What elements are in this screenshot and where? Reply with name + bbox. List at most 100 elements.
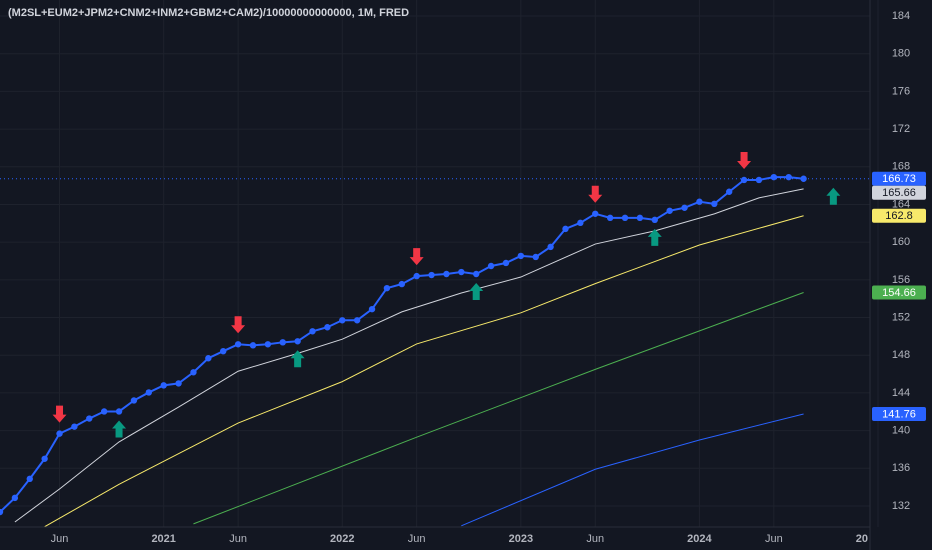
- data-point: [621, 214, 629, 222]
- price-label-box: [872, 185, 926, 200]
- sell-signal: [737, 151, 752, 169]
- data-point: [547, 243, 554, 251]
- data-point: [532, 253, 539, 261]
- data-point: [86, 415, 93, 422]
- y-tick-label: 132: [892, 500, 910, 512]
- x-tick-label: Jun: [229, 533, 247, 545]
- price-label: 154.66: [882, 287, 916, 299]
- y-tick-label: 180: [892, 48, 910, 60]
- data-point: [56, 430, 63, 437]
- data-point: [428, 271, 435, 279]
- data-point: [502, 259, 510, 267]
- data-point: [130, 397, 138, 404]
- buy-signal: [469, 283, 484, 301]
- data-point: [413, 272, 420, 280]
- data-point: [606, 214, 614, 222]
- x-tick-label: 2021: [151, 533, 175, 545]
- data-point: [264, 341, 272, 348]
- y-tick-label: 140: [892, 425, 910, 437]
- y-tick-label: 184: [892, 10, 910, 22]
- data-point: [800, 175, 807, 182]
- data-point: [696, 198, 703, 205]
- y-tick-label: 144: [892, 387, 910, 399]
- data-point: [681, 204, 688, 211]
- data-point: [383, 284, 391, 292]
- y-tick-label: 160: [892, 236, 910, 248]
- data-point: [71, 423, 78, 430]
- data-point: [279, 339, 286, 346]
- data-point: [11, 494, 19, 502]
- data-point: [487, 262, 495, 270]
- data-point: [725, 188, 733, 195]
- data-point: [770, 173, 778, 181]
- x-tick-label: Jun: [51, 533, 69, 545]
- series-line: [461, 413, 804, 527]
- y-tick-label: 148: [892, 349, 910, 361]
- data-point: [353, 317, 361, 324]
- x-tick-label: 20: [856, 533, 868, 545]
- x-tick-label: 2023: [509, 533, 533, 545]
- data-point: [309, 328, 316, 335]
- y-tick-label: 176: [892, 85, 910, 97]
- data-point: [100, 408, 108, 415]
- x-tick-label: Jun: [765, 533, 783, 545]
- price-label-box: [872, 407, 926, 422]
- data-point: [324, 324, 331, 331]
- data-point: [666, 207, 673, 214]
- data-point: [145, 389, 153, 396]
- data-point: [443, 270, 450, 278]
- buy-signal: [647, 228, 662, 246]
- sell-signal: [231, 316, 246, 334]
- sell-signal: [52, 405, 67, 423]
- sell-signal: [409, 248, 424, 266]
- data-point: [458, 268, 465, 276]
- y-tick-label: 172: [892, 123, 910, 135]
- x-tick-label: Jun: [586, 533, 604, 545]
- data-point: [368, 305, 376, 313]
- data-point: [755, 176, 763, 184]
- data-point: [577, 219, 584, 227]
- data-point: [785, 173, 792, 181]
- data-point: [294, 338, 301, 345]
- price-label-box: [872, 171, 926, 186]
- axes: 132 136 140 144 148 152 156 160 164 168 172 176 180 1…: [51, 10, 926, 545]
- x-tick-label: Jun: [408, 533, 426, 545]
- buy-signal: [112, 420, 127, 438]
- buy-signal: [826, 187, 841, 205]
- y-tick-label: 168: [892, 161, 910, 173]
- chart-title: (M2SL+EUM2+JPM2+CNM2+INM2+GBM2+CAM2)/100…: [8, 7, 409, 19]
- y-tick-label: 152: [892, 311, 910, 323]
- price-label-box: [872, 285, 926, 300]
- series-line: [14, 188, 804, 523]
- data-point: [0, 508, 4, 516]
- price-label: 166.73: [882, 173, 916, 185]
- data-point: [711, 200, 718, 208]
- price-label: 162.8: [885, 210, 913, 222]
- data-point: [398, 280, 405, 288]
- y-tick-label: 136: [892, 462, 910, 474]
- data-point: [220, 347, 227, 355]
- data-point: [115, 408, 123, 415]
- price-label-box: [872, 208, 926, 223]
- buy-signal: [290, 350, 305, 368]
- grid: [0, 0, 879, 527]
- series-line: [44, 215, 804, 527]
- y-tick-label: 156: [892, 274, 910, 286]
- data-point: [205, 355, 212, 362]
- data-point: [562, 225, 569, 233]
- data-point: [636, 214, 644, 222]
- data-point: [473, 270, 480, 278]
- data-point: [26, 475, 33, 483]
- price-label: 141.76: [882, 408, 916, 420]
- data-point: [234, 341, 242, 348]
- sell-signal: [588, 185, 603, 203]
- price-label: 165.66: [882, 187, 916, 199]
- data-point: [517, 252, 525, 260]
- data-point: [175, 380, 182, 387]
- data-point: [160, 382, 167, 389]
- series-line: [193, 292, 804, 525]
- plot-area: [0, 151, 870, 527]
- data-point: [41, 455, 48, 462]
